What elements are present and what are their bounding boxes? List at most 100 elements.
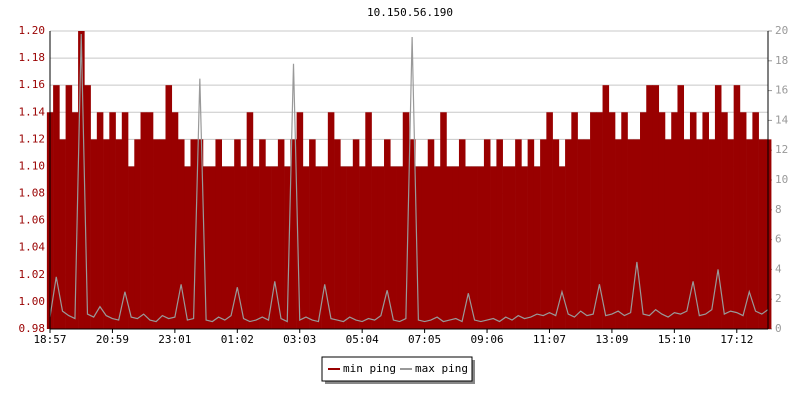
x-tick-label: 05:04 <box>346 333 379 346</box>
area-bar <box>727 139 734 329</box>
area-bar <box>284 166 291 329</box>
area-bar <box>421 166 429 329</box>
area-bar <box>128 166 135 329</box>
area-bar <box>134 139 141 329</box>
y2-tick-label: 6 <box>775 233 782 246</box>
y2-tick-label: 16 <box>775 84 788 97</box>
area-bar <box>409 139 416 329</box>
area-bar <box>721 112 728 329</box>
area-bar <box>602 85 610 329</box>
y-tick-label: 1.08 <box>19 187 46 200</box>
area-bar <box>53 85 60 329</box>
area-bar <box>565 139 572 329</box>
y2-tick-label: 10 <box>775 173 788 186</box>
area-bar <box>615 139 622 329</box>
x-tick-label: 13:09 <box>595 333 628 346</box>
area-bar <box>302 166 310 329</box>
area-bar <box>652 85 660 329</box>
area-bar <box>321 166 329 329</box>
area-bar <box>733 85 741 329</box>
area-bar <box>540 139 547 329</box>
area-bar <box>209 166 216 329</box>
y-tick-label: 0.98 <box>19 322 46 335</box>
area-bar <box>415 166 422 329</box>
area-bar <box>608 112 616 329</box>
area-bar <box>384 139 391 329</box>
y2-tick-label: 20 <box>775 24 788 37</box>
y2-tick-label: 4 <box>775 262 782 275</box>
x-tick-label: 23:01 <box>158 333 191 346</box>
x-tick-label: 07:05 <box>408 333 441 346</box>
area-bar <box>646 85 653 329</box>
area-bar <box>521 166 528 329</box>
area-bar <box>658 112 666 329</box>
area-bar <box>396 166 404 329</box>
area-bar <box>746 139 753 329</box>
area-bar <box>78 31 85 329</box>
y-tick-label: 1.02 <box>19 268 46 281</box>
area-bar <box>159 139 166 329</box>
area-bar <box>714 85 722 329</box>
area-bar <box>440 112 447 329</box>
area-bar <box>115 139 123 329</box>
area-bar <box>640 112 647 329</box>
area-bar <box>671 112 678 329</box>
area-bar <box>221 166 229 329</box>
y2-tick-label: 12 <box>775 143 788 156</box>
area-bar <box>103 139 110 329</box>
area-bar <box>627 139 635 329</box>
y-tick-label: 1.14 <box>19 105 46 118</box>
area-bar <box>515 139 522 329</box>
area-bar <box>590 112 597 329</box>
area-bar <box>446 166 454 329</box>
area-bar <box>471 166 478 329</box>
area-bar <box>577 139 585 329</box>
area-bar <box>508 166 516 329</box>
area-bar <box>377 166 385 329</box>
x-tick-label: 01:02 <box>221 333 254 346</box>
area-bar <box>359 166 366 329</box>
area-bar <box>177 139 185 329</box>
area-bar <box>240 166 247 329</box>
area-bar <box>165 85 173 329</box>
x-tick-label: 15:10 <box>658 333 691 346</box>
area-bar <box>739 112 747 329</box>
area-bar <box>527 139 535 329</box>
area-bar <box>677 85 685 329</box>
area-bar <box>596 112 603 329</box>
y2-tick-label: 8 <box>775 203 782 216</box>
area-bar <box>477 166 485 329</box>
area-bar <box>59 139 66 329</box>
area-bar <box>340 166 347 329</box>
y-tick-label: 1.18 <box>19 51 46 64</box>
area-bar <box>140 112 148 329</box>
area-bar <box>121 112 129 329</box>
area-bar <box>758 139 766 329</box>
area-bar <box>309 139 316 329</box>
area-bar <box>246 112 254 329</box>
area-bar <box>708 139 716 329</box>
y2-tick-label: 14 <box>775 113 789 126</box>
area-bar <box>571 112 578 329</box>
area-bar <box>265 166 272 329</box>
area-bar <box>533 166 541 329</box>
y2-tick-label: 18 <box>775 54 788 67</box>
area-bar <box>90 139 98 329</box>
area-bar <box>227 166 235 329</box>
area-bar <box>490 166 497 329</box>
y-tick-label: 1.12 <box>19 132 46 145</box>
area-bar <box>689 112 697 329</box>
y-tick-label: 1.04 <box>19 241 46 254</box>
area-bar <box>552 139 560 329</box>
y-tick-label: 1.00 <box>19 295 46 308</box>
line <box>49 33 769 323</box>
area-bar <box>334 139 341 329</box>
area-bar <box>664 139 672 329</box>
area-bar <box>252 166 260 329</box>
area-bar <box>202 166 210 329</box>
y-tick-label: 1.16 <box>19 78 46 91</box>
area-bar <box>702 112 709 329</box>
legend-label: max ping <box>415 362 468 375</box>
area-bar <box>259 139 266 329</box>
